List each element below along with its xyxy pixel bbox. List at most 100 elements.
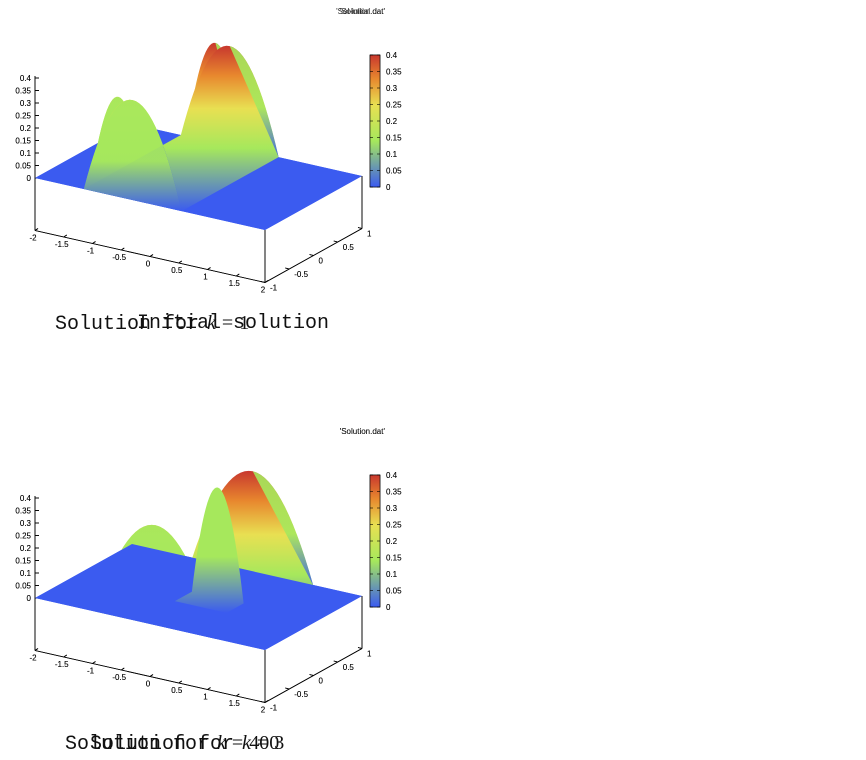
colorbar-tick-label: 0.2: [386, 117, 398, 126]
caption-value: 3: [274, 732, 285, 754]
x-tick-mark: [236, 273, 240, 277]
z-tick-label: 0.2: [20, 124, 32, 133]
colorbar-tick-label: 0.3: [386, 504, 398, 513]
colorbar-tick-label: 0.4: [386, 471, 398, 480]
caption-text: Solution for: [55, 313, 200, 336]
x-tick-label: 0.5: [171, 686, 183, 695]
caption-math: k = 400: [217, 732, 279, 754]
x-tick-label: -0.5: [112, 673, 126, 682]
x-tick-label: -1: [87, 667, 95, 676]
colorbar-tick-label: 0.15: [386, 554, 402, 563]
colorbar-tick-label: 0.4: [386, 471, 398, 480]
colorbar-tick-label: 0.05: [386, 587, 402, 596]
colorbar-tick-label: 0.1: [386, 570, 398, 579]
caption-text: Initial solution: [137, 312, 330, 335]
x-tick-label: -2: [29, 654, 37, 663]
chart-panel-k1: 'Solution.dat' 0.4 0.35 0.3 0.25 0.2 0.15 0.1 0.…: [0, 0, 433, 336]
caption-k400: Solution for k = 400: [65, 732, 279, 756]
y-tick-mark: [285, 267, 290, 270]
x-tick-label: 1.5: [229, 699, 241, 708]
y-tick-label: -1: [270, 704, 278, 713]
x-tick-label: -1.5: [55, 660, 69, 669]
z-tick-label: 0: [27, 174, 32, 183]
colorbar-tick-label: 0.35: [386, 68, 402, 77]
z-tick-label: 0: [27, 594, 32, 603]
x-tick-label: 0: [146, 260, 151, 269]
x-tick-mark: [92, 241, 96, 244]
file-label: 'Sol-initial.dat': [336, 7, 385, 16]
y-tick-label: -0.5: [294, 690, 308, 699]
colorbar-tick-label: 0.2: [386, 537, 398, 546]
x-tick-label: 1: [203, 693, 208, 702]
colorbar-tick-label: 0.3: [386, 84, 398, 93]
surface-dome: [174, 487, 244, 613]
caption-value: 400: [249, 732, 280, 754]
y-tick-label: -1: [270, 704, 278, 713]
colorbar-tick-label: 0.4: [386, 51, 398, 60]
colorbar-tick-label: 0.2: [386, 537, 398, 546]
surface-plot-svg: 'Solution.dat' 0.4 0.35 0.3 0.25 0.2 0.15 0.1 0.…: [15, 427, 402, 715]
x-tick-mark: [178, 680, 182, 684]
x-tick-label: -1: [87, 667, 95, 676]
x-tick-mark: [121, 247, 125, 251]
x-tick-mark: [92, 661, 96, 664]
colorbar-tick-label: 0: [386, 183, 391, 192]
caption-eq: =: [221, 312, 234, 334]
colorbar-tick-label: 0.35: [386, 68, 402, 77]
y-tick-mark: [357, 227, 363, 229]
x-tick-label: -0.5: [112, 253, 126, 262]
x-tick-label: 1.5: [229, 699, 241, 708]
caption-text: Solution for: [65, 733, 210, 756]
x-tick-mark: [34, 648, 39, 651]
colorbar-tick-label: 0.15: [386, 134, 402, 143]
colorbar-tick-label: 0.2: [386, 117, 398, 126]
colorbar-tick-label: 0.15: [386, 134, 402, 143]
colorbar-tick-label: 0.05: [386, 587, 402, 596]
chart-panel-k400: 'Solution.dat' 0.4 0.35 0.3 0.25 0.2 0.15 0.1 0.…: [0, 420, 433, 756]
z-tick-label: 0.15: [15, 137, 31, 146]
z-tick-label: 0.4: [20, 494, 32, 503]
colorbar-tick-label: 0.25: [386, 101, 402, 110]
y-tick-label: 0: [319, 257, 324, 266]
colorbar-tick-label: 0.35: [386, 488, 402, 497]
y-tick-label: -0.5: [294, 270, 308, 279]
x-tick-mark: [63, 234, 67, 238]
colorbar-tick-label: 0: [386, 183, 391, 192]
y-tick-label: 1: [367, 650, 372, 659]
z-tick-label: 0.35: [15, 507, 31, 516]
caption-math: k = 3: [242, 732, 284, 754]
x-tick-label: 0: [146, 680, 151, 689]
z-tick-label: 0.35: [15, 87, 31, 96]
caption-k3: Solution for k = 3: [90, 732, 284, 756]
x-tick-label: 2: [261, 706, 266, 715]
x-tick-label: -0.5: [112, 673, 126, 682]
x-tick-label: 1: [203, 693, 208, 702]
x-tick-mark: [207, 267, 211, 270]
x-tick-label: -1: [87, 247, 95, 256]
x-tick-mark: [34, 228, 39, 231]
z-tick-label: 0.4: [20, 74, 32, 83]
x-tick-label: 1.5: [229, 279, 241, 288]
y-tick-label: 1: [367, 650, 372, 659]
y-tick-label: 1: [367, 230, 372, 239]
z-tick-label: 0.35: [15, 507, 31, 516]
colorbar-tick-label: 0.05: [386, 167, 402, 176]
colorbar-tick-label: 0.35: [386, 488, 402, 497]
colorbar-tick-label: 0.25: [386, 521, 402, 530]
y-tick-label: 0: [319, 677, 324, 686]
y-tick-mark: [333, 240, 338, 243]
surface-ridge: [83, 45, 279, 212]
surface-plot-svg: 'Solution.dat' 0.4 0.35 0.3 0.25 0.2 0.15 0.1 0.…: [15, 7, 402, 295]
colorbar-tick-label: 0.1: [386, 570, 398, 579]
caption-text: Solution for: [90, 733, 235, 756]
colorbar-tick-label: 0: [386, 603, 391, 612]
x-tick-label: -1.5: [55, 240, 69, 249]
x-tick-label: 0: [146, 680, 151, 689]
y-tick-label: -0.5: [294, 270, 308, 279]
x-tick-label: 1: [203, 273, 208, 282]
x-tick-label: -2: [29, 234, 37, 243]
caption-var: k: [207, 312, 216, 334]
colorbar-tick-label: 0.3: [386, 84, 398, 93]
z-tick-label: 0: [27, 594, 32, 603]
z-tick-label: 0.05: [15, 162, 31, 171]
